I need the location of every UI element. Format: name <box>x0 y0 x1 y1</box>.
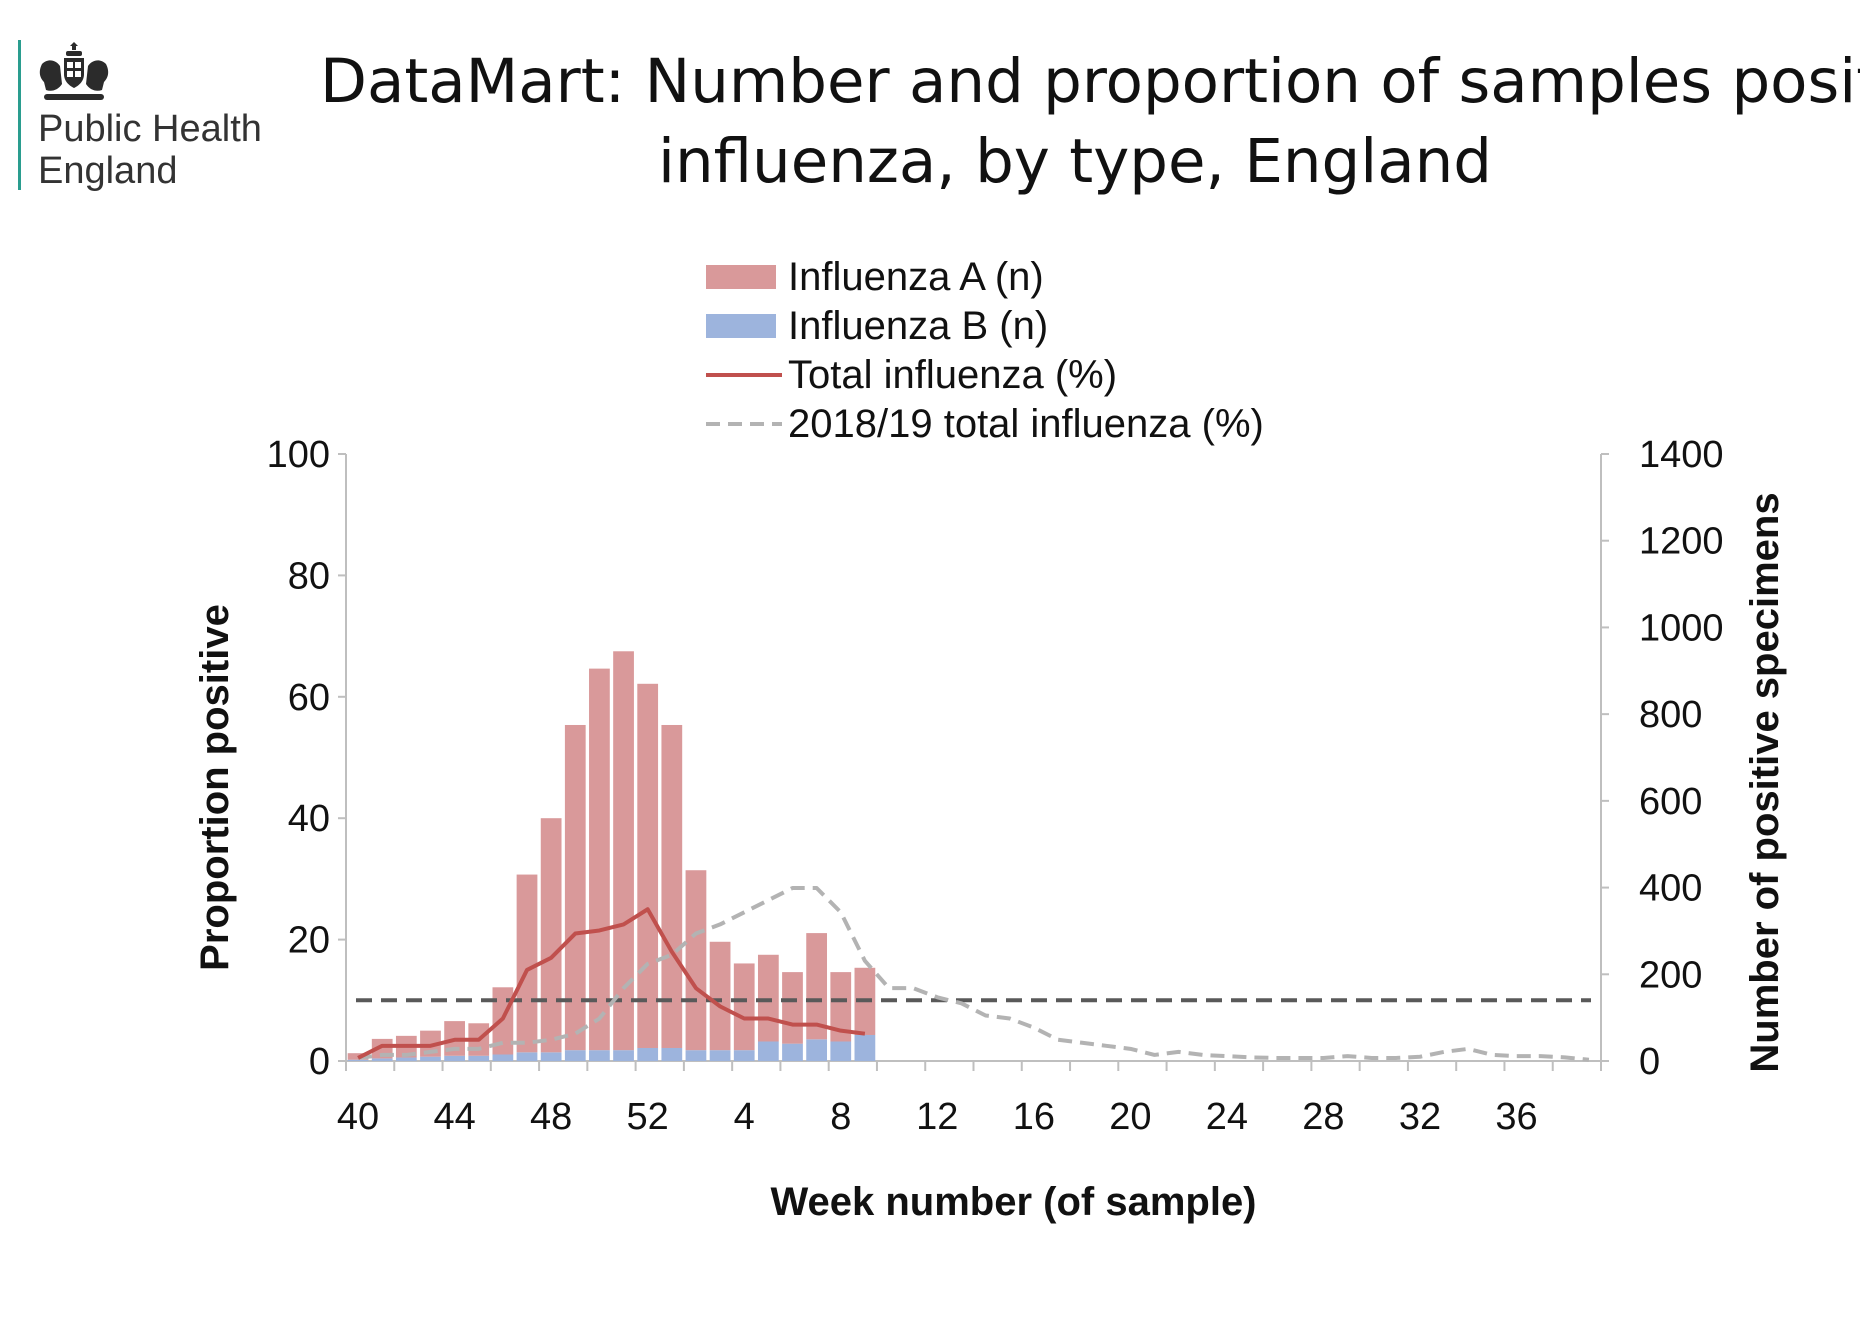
publisher-logo: Public Health England <box>18 40 288 192</box>
x-tick-label: 12 <box>916 1096 958 1138</box>
influenza-b-bar <box>564 1050 586 1061</box>
right-tick-label: 0 <box>1639 1041 1660 1083</box>
influenza-a-bar <box>540 818 562 1053</box>
influenza-b-bar <box>637 1047 659 1061</box>
left-axis-title: Proportion positive <box>193 604 237 971</box>
influenza-b-bar <box>685 1050 707 1061</box>
left-tick-label: 0 <box>309 1041 330 1083</box>
legend-swatch-influenza-b <box>706 314 776 338</box>
influenza-b-bar <box>420 1056 441 1061</box>
influenza-b-bar <box>444 1055 465 1061</box>
influenza-a-bar <box>709 941 731 1051</box>
right-axis-title: Number of positive specimens <box>1743 492 1787 1072</box>
chart-title-line1: DataMart: Number and proportion of sampl… <box>320 46 1860 117</box>
influenza-b-bar <box>468 1055 490 1061</box>
left-tick-label: 20 <box>288 920 330 962</box>
x-tick-label: 36 <box>1495 1096 1537 1138</box>
org-name-line2: England <box>38 150 178 192</box>
chart-title: DataMart: Number and proportion of sampl… <box>290 42 1860 202</box>
legend-swatch-influenza-a <box>706 265 776 289</box>
x-tick-label: 16 <box>1013 1096 1055 1138</box>
x-tick-label: 44 <box>433 1096 475 1138</box>
influenza-b-bar <box>371 1058 393 1061</box>
influenza-b-bar <box>395 1057 417 1061</box>
influenza-a-bar <box>613 651 634 1051</box>
right-tick-label: 1400 <box>1639 434 1724 476</box>
influenza-a-bar <box>685 870 707 1051</box>
influenza-b-bar <box>540 1052 562 1061</box>
right-tick-label: 800 <box>1639 694 1702 736</box>
influenza-b-bar <box>854 1034 876 1061</box>
legend-label: 2018/19 total influenza (%) <box>788 402 1264 446</box>
influenza-b-bar <box>709 1050 731 1061</box>
x-tick-label: 28 <box>1302 1096 1344 1138</box>
influenza-a-bar <box>733 963 755 1051</box>
chart-title-line2: influenza, by type, England <box>658 126 1492 197</box>
influenza-b-bar <box>830 1041 852 1061</box>
right-tick-label: 1000 <box>1639 607 1724 649</box>
right-tick-label: 600 <box>1639 781 1702 823</box>
influenza-a-bar <box>661 724 683 1048</box>
x-tick-label: 4 <box>734 1096 755 1138</box>
x-tick-label: 24 <box>1206 1096 1248 1138</box>
influenza-b-bar <box>806 1039 828 1061</box>
influenza-a-bar <box>757 954 779 1042</box>
left-tick-label: 60 <box>288 677 330 719</box>
legend-label: Influenza A (n) <box>788 255 1044 299</box>
left-tick-label: 80 <box>288 555 330 597</box>
influenza-a-bar <box>589 668 610 1051</box>
left-tick-label: 40 <box>288 798 330 840</box>
x-tick-label: 8 <box>830 1096 851 1138</box>
legend-label: Total influenza (%) <box>788 353 1117 397</box>
logo-accent-bar <box>18 40 21 190</box>
left-tick-label: 100 <box>267 434 330 476</box>
influenza-a-bar <box>806 933 828 1040</box>
influenza-a-bar <box>782 972 803 1044</box>
season-2018-19-line <box>357 886 1590 1062</box>
org-name-line1: Public Health <box>38 108 262 150</box>
right-tick-label: 200 <box>1639 954 1702 996</box>
influenza-a-bar <box>564 724 586 1051</box>
influenza-b-bar <box>661 1047 683 1061</box>
right-tick-label: 1200 <box>1639 521 1724 563</box>
total-influenza-line <box>357 907 866 1060</box>
influenza-a-bar <box>637 683 659 1048</box>
influenza-b-bar <box>589 1050 610 1061</box>
influenza-b-bar <box>516 1052 538 1061</box>
x-tick-label: 32 <box>1399 1096 1441 1138</box>
influenza-b-bar <box>782 1043 803 1061</box>
x-axis-title: Week number (of sample) <box>770 1180 1256 1224</box>
influenza-b-bar <box>347 1059 369 1061</box>
royal-coat-of-arms-icon <box>39 42 109 100</box>
x-tick-label: 40 <box>337 1096 379 1138</box>
x-tick-label: 52 <box>627 1096 669 1138</box>
influenza-b-bar <box>733 1050 755 1061</box>
influenza-b-bar <box>613 1050 634 1061</box>
x-tick-label: 20 <box>1109 1096 1151 1138</box>
influenza-a-bar <box>516 874 538 1053</box>
right-tick-label: 400 <box>1639 868 1702 910</box>
influenza-a-bar <box>830 972 852 1042</box>
x-tick-label: 48 <box>530 1096 572 1138</box>
influenza-b-bar <box>757 1041 779 1061</box>
legend-label: Influenza B (n) <box>788 304 1048 348</box>
influenza-b-bar <box>492 1054 514 1061</box>
